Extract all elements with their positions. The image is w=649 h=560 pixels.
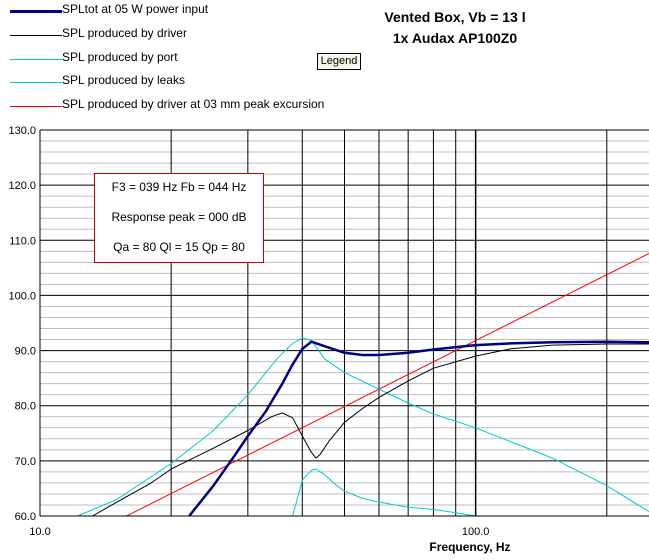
legend-label: SPL produced by driver at 03 mm peak exc… (62, 97, 325, 111)
series-layer (77, 253, 649, 517)
y-tick-label: 100.0 (8, 290, 36, 302)
legend-swatch (10, 35, 62, 36)
chart-title-line-2: 1x Audax AP100Z0 (392, 30, 518, 46)
legend-label: SPL produced by driver (62, 26, 187, 40)
legend-label: SPL produced by leaks (62, 73, 185, 87)
series-line-0 (188, 340, 649, 517)
info-box: F3 = 039 Hz Fb = 044 Hz Response peak = … (94, 173, 264, 263)
y-tick-label: 90.0 (15, 346, 36, 358)
y-tick-label: 120.0 (8, 180, 36, 192)
info-response-peak: Response peak = 000 dB (111, 210, 247, 224)
legend-swatch (10, 10, 62, 13)
y-tick-label: 60.0 (15, 511, 36, 523)
legend-button[interactable]: Legend (317, 53, 361, 70)
y-tick-labels: 130.0 120.0 110.0 100.0 90.0 80.0 70.0 60.0 (8, 125, 36, 523)
legend-swatch (10, 82, 62, 83)
y-tick-label: 130.0 (8, 125, 36, 137)
series-line-3 (77, 337, 649, 517)
legend-label: SPL produced by port (62, 50, 178, 64)
legend-swatch (10, 106, 62, 107)
y-tick-label: 110.0 (9, 235, 36, 247)
x-tick-labels: 10.0 100.0 (29, 526, 489, 538)
info-q-values: Qa = 80 Ql = 15 Qp = 80 (113, 240, 245, 254)
series-line-4 (126, 253, 649, 517)
y-tick-label: 80.0 (15, 401, 36, 413)
x-axis-label: Frequency, Hz (429, 540, 510, 554)
chart-title-line-1: Vented Box, Vb = 13 l (384, 9, 526, 25)
major-grid (40, 129, 649, 517)
x-tick-label: 10.0 (29, 526, 50, 538)
legend-swatch (10, 59, 62, 60)
x-tick-label: 100.0 (462, 526, 490, 538)
legend-label: SPLtot at 05 W power input (62, 2, 209, 16)
series-line-1 (92, 343, 649, 517)
info-f3-fb: F3 = 039 Hz Fb = 044 Hz (111, 180, 247, 194)
y-tick-label: 70.0 (15, 456, 36, 468)
series-line-2 (292, 468, 476, 517)
